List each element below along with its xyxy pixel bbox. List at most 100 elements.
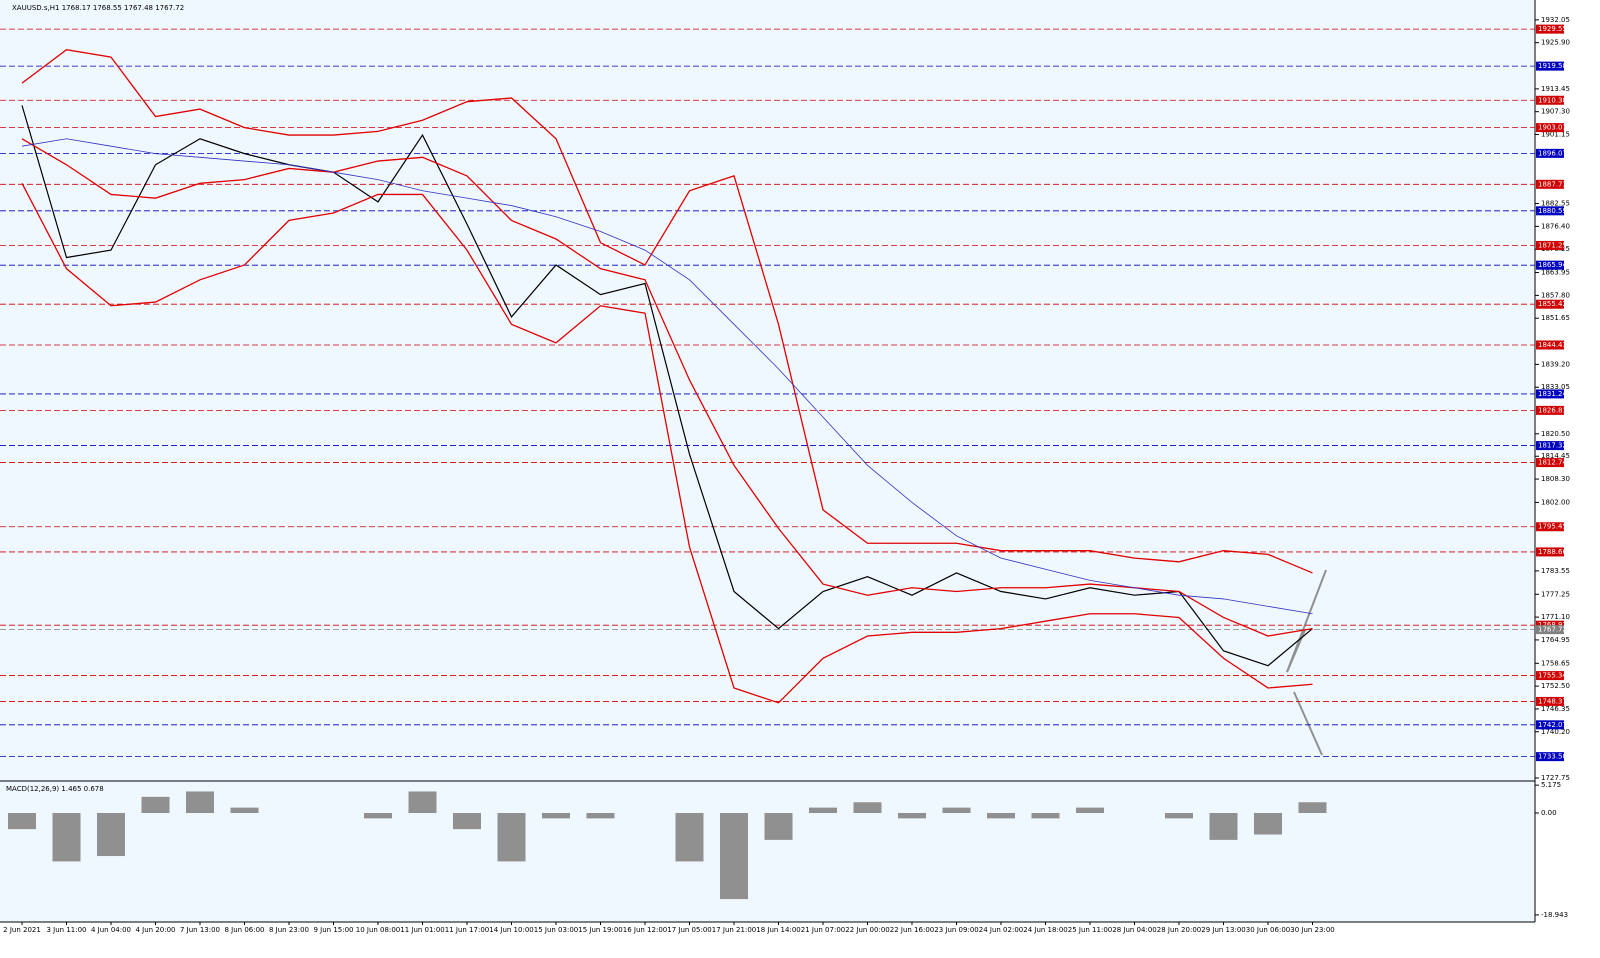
level-label-box <box>1536 179 1564 189</box>
macd-bar <box>97 812 125 857</box>
y-tick-label: 1882.55 <box>1541 200 1570 208</box>
level-label-box <box>1536 405 1564 415</box>
level-label-box <box>1536 522 1564 532</box>
macd-bar <box>1209 812 1238 840</box>
x-tick-label: 30 Jun 06:00 <box>1246 926 1290 934</box>
x-tick-label: 4 Jun 04:00 <box>91 926 131 934</box>
y-tick-label: 1863.95 <box>1541 269 1570 277</box>
x-tick-label: 10 Jun 08:00 <box>356 926 400 934</box>
y-tick-label: 1857.80 <box>1541 291 1570 299</box>
level-label-box <box>1536 148 1564 158</box>
level-label-box <box>1536 625 1564 635</box>
x-tick-label: 2 Jun 2021 <box>3 926 41 934</box>
level-label-box <box>1536 752 1564 762</box>
level-label: 1812.74 <box>1538 459 1567 467</box>
level-label-box <box>1536 441 1564 451</box>
indicator-line <box>21 138 1313 637</box>
macd-bar <box>8 812 36 830</box>
y-tick-label: 1876.40 <box>1541 222 1570 230</box>
level-label-box <box>1536 547 1564 557</box>
x-tick-label: 25 Jun 11:00 <box>1068 926 1112 934</box>
level-label-box <box>1536 24 1564 34</box>
level-label: 1831.24 <box>1538 390 1567 398</box>
price-line <box>21 105 1313 667</box>
macd-bar <box>453 812 481 830</box>
level-label: 1880.59 <box>1538 207 1567 215</box>
y-tick-label: 1727.75 <box>1541 774 1570 782</box>
y-tick-label: 1802.00 <box>1541 498 1570 506</box>
y-tick-label: -18.943 <box>1541 911 1568 919</box>
macd-bar <box>853 802 882 813</box>
y-tick-label: 1839.20 <box>1541 360 1570 368</box>
macd-bar <box>52 812 81 862</box>
level-label: 1865.94 <box>1538 261 1567 269</box>
macd-bar <box>408 791 437 813</box>
macd-bar <box>675 812 704 862</box>
y-tick-label: 1851.65 <box>1541 314 1570 322</box>
macd-bar <box>230 807 259 813</box>
y-tick-label: 1764.95 <box>1541 636 1570 644</box>
macd-bar <box>1298 802 1327 813</box>
level-label-box <box>1536 299 1564 309</box>
level-label: 1919.58 <box>1538 62 1567 70</box>
x-tick-label: 7 Jun 13:00 <box>180 926 220 934</box>
level-label-box <box>1536 206 1564 216</box>
x-tick-label: 23 Jun 09:00 <box>934 926 978 934</box>
x-tick-label: 15 Jun 19:00 <box>578 926 622 934</box>
x-tick-label: 8 Jun 06:00 <box>224 926 264 934</box>
level-label-box <box>1536 240 1564 250</box>
x-tick-label: 3 Jun 11:00 <box>46 926 86 934</box>
y-tick-label: 1833.05 <box>1541 383 1570 391</box>
y-tick-label: 1758.65 <box>1541 659 1570 667</box>
y-tick-label: 1746.35 <box>1541 705 1570 713</box>
level-label: 1896.07 <box>1538 149 1567 157</box>
x-tick-label: 30 Jun 23:00 <box>1290 926 1334 934</box>
x-tick-label: 11 Jun 17:00 <box>445 926 489 934</box>
x-tick-label: 24 Jun 18:00 <box>1023 926 1067 934</box>
y-tick-label: 1783.55 <box>1541 567 1570 575</box>
level-label-box <box>1536 389 1564 399</box>
y-tick-label: 1740.20 <box>1541 728 1570 736</box>
level-label: 1788.66 <box>1538 548 1567 556</box>
y-tick-label: 1907.30 <box>1541 108 1570 116</box>
level-label-box <box>1536 671 1564 681</box>
y-tick-label: 1814.45 <box>1541 452 1570 460</box>
macd-bar <box>1076 807 1104 813</box>
y-tick-label: 1913.45 <box>1541 85 1570 93</box>
x-tick-label: 11 Jun 01:00 <box>400 926 444 934</box>
y-tick-label: 1808.30 <box>1541 475 1570 483</box>
macd-bar <box>364 812 392 819</box>
level-label: 1855.42 <box>1538 300 1567 308</box>
macd-bar <box>586 812 615 819</box>
level-label: 1910.38 <box>1538 96 1567 104</box>
macd-bar <box>1254 812 1282 835</box>
level-label: 1795.45 <box>1538 523 1567 531</box>
macd-bar <box>1165 812 1193 819</box>
y-tick-label: 1752.50 <box>1541 682 1570 690</box>
y-tick-label: 5.175 <box>1541 781 1561 789</box>
macd-bar <box>942 807 971 813</box>
level-label-box <box>1536 123 1564 133</box>
macd-bar <box>987 812 1015 819</box>
level-label-box <box>1536 95 1564 105</box>
level-label-box <box>1536 340 1564 350</box>
level-label: 1903.01 <box>1538 124 1567 132</box>
x-tick-label: 18 Jun 14:00 <box>756 926 800 934</box>
x-tick-label: 17 Jun 05:00 <box>667 926 711 934</box>
x-tick-label: 8 Jun 23:00 <box>269 926 309 934</box>
x-tick-label: 24 Jun 02:00 <box>979 926 1023 934</box>
plot-background <box>0 0 1535 922</box>
macd-bar <box>1031 812 1060 819</box>
level-label-box <box>1536 696 1564 706</box>
x-tick-label: 17 Jun 21:00 <box>712 926 756 934</box>
y-tick-label: 1771.10 <box>1541 613 1570 621</box>
chart-title: XAUUSD.s,H1 1768.17 1768.55 1767.48 1767… <box>12 4 184 12</box>
level-label-box <box>1536 260 1564 270</box>
macd-bar <box>186 791 214 813</box>
macd-title: MACD(12,26,9) 1.465 0.678 <box>6 785 104 793</box>
y-tick-label: 1925.90 <box>1541 39 1570 47</box>
level-label: 1767.72 <box>1538 626 1567 634</box>
level-label: 1844.43 <box>1538 341 1567 349</box>
